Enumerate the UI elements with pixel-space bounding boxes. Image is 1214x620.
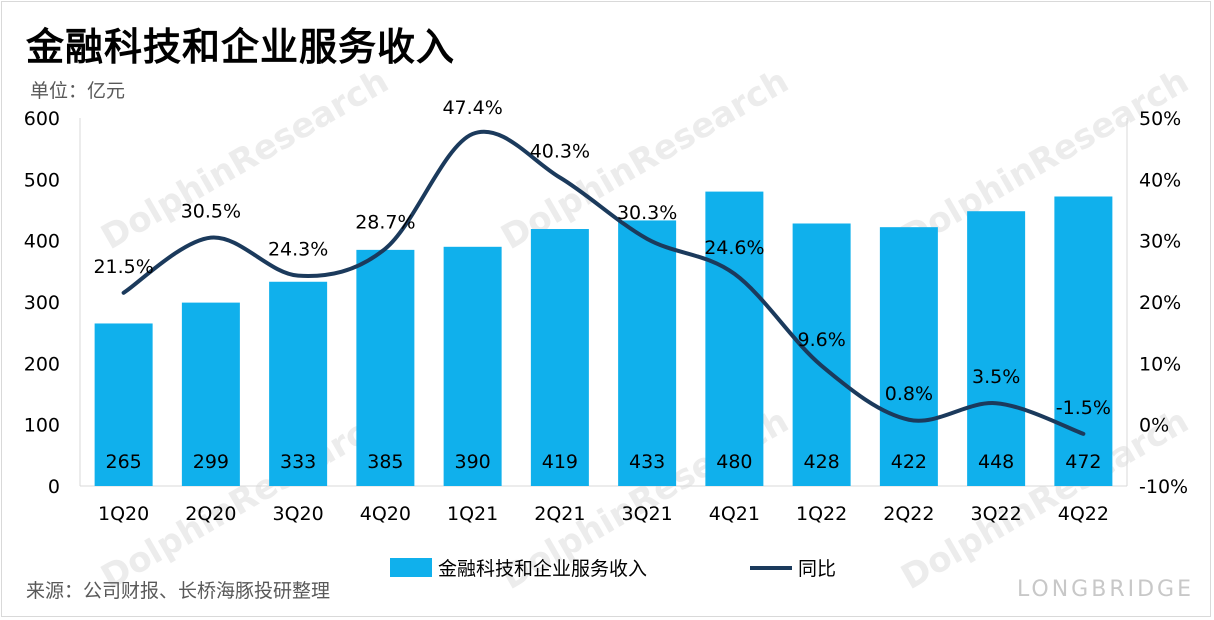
legend-line-label: 同比 <box>798 558 836 580</box>
bar <box>181 302 240 486</box>
bar-value-label: 428 <box>803 451 839 473</box>
yoy-data-label: 40.3% <box>530 140 590 162</box>
y-right-tick-label: 10% <box>1139 353 1181 375</box>
bar-value-label: 333 <box>280 451 316 473</box>
bar-value-label: 433 <box>629 451 665 473</box>
x-tick-label: 3Q22 <box>971 503 1022 525</box>
yoy-line <box>121 129 1086 436</box>
bar-value-label: 299 <box>193 451 229 473</box>
yoy-data-label: -1.5% <box>1056 397 1111 419</box>
x-tick-label: 2Q21 <box>534 503 585 525</box>
yoy-data-label: 0.8% <box>885 383 933 405</box>
watermark-text: DolphinResearch <box>95 61 396 258</box>
bar <box>967 211 1026 486</box>
watermark-text: DolphinResearch <box>895 61 1196 258</box>
yoy-data-label: 28.7% <box>355 212 415 234</box>
y-left-tick-label: 600 <box>24 108 60 130</box>
legend-bar-label: 金融科技和企业服务收入 <box>438 558 647 580</box>
y-left-tick-label: 500 <box>24 169 60 191</box>
chart-title: 金融科技和企业服务收入 <box>26 25 456 69</box>
legend: 金融科技和企业服务收入 同比 <box>390 558 836 580</box>
y-right-tick-label: -10% <box>1139 476 1188 498</box>
bar <box>618 220 677 486</box>
bar <box>705 191 764 486</box>
bar <box>530 229 589 486</box>
yoy-data-label: 21.5% <box>93 256 153 278</box>
y-left-tick-label: 300 <box>24 292 60 314</box>
bar-value-label: 422 <box>891 451 927 473</box>
brand-logo-text: LONGBRIDGE <box>1016 577 1194 602</box>
bar <box>94 323 153 486</box>
x-tick-label: 2Q22 <box>883 503 934 525</box>
legend-bar-swatch <box>390 558 432 577</box>
y-left-tick-label: 100 <box>24 415 60 437</box>
bar-value-label: 265 <box>105 451 141 473</box>
bar <box>356 249 415 486</box>
x-tick-label: 1Q20 <box>98 503 149 525</box>
bar-value-label: 472 <box>1065 451 1101 473</box>
bar-value-label: 385 <box>367 451 403 473</box>
bar <box>1054 196 1113 487</box>
x-tick-label: 3Q21 <box>622 503 673 525</box>
yoy-data-label: 47.4% <box>442 97 502 119</box>
x-tick-label: 1Q22 <box>796 503 847 525</box>
yoy-data-label: 24.3% <box>268 239 328 261</box>
y-right-tick-label: 40% <box>1139 169 1181 191</box>
yoy-data-label: 30.5% <box>181 201 241 223</box>
source-note: 来源：公司财报、长桥海豚投研整理 <box>26 580 331 602</box>
y-right-tick-label: 20% <box>1139 292 1181 314</box>
x-tick-label: 2Q20 <box>185 503 236 525</box>
x-tick-label: 3Q20 <box>273 503 324 525</box>
bar <box>792 223 851 486</box>
yoy-data-label: 9.6% <box>797 329 845 351</box>
bar <box>269 281 328 486</box>
x-tick-label: 4Q21 <box>709 503 760 525</box>
x-tick-label: 4Q20 <box>360 503 411 525</box>
x-tick-label: 1Q21 <box>447 503 498 525</box>
yoy-data-label: 3.5% <box>972 366 1020 388</box>
yoy-data-label: 30.3% <box>617 202 677 224</box>
x-tick-label: 4Q22 <box>1058 503 1109 525</box>
bar-value-label: 480 <box>716 451 752 473</box>
y-right-tick-label: 30% <box>1139 231 1181 253</box>
yoy-data-label: 24.6% <box>704 237 764 259</box>
y-left-tick-label: 200 <box>24 353 60 375</box>
bar-value-label: 419 <box>542 451 578 473</box>
bar-value-label: 390 <box>454 451 490 473</box>
y-left-tick-label: 0 <box>48 476 60 498</box>
unit-label: 单位：亿元 <box>30 80 126 102</box>
bar-value-label: 448 <box>978 451 1014 473</box>
bar <box>879 227 938 486</box>
y-left-tick-label: 400 <box>24 231 60 253</box>
bar <box>443 246 502 486</box>
y-right-tick-label: 0% <box>1139 415 1169 437</box>
y-right-tick-label: 50% <box>1139 108 1181 130</box>
